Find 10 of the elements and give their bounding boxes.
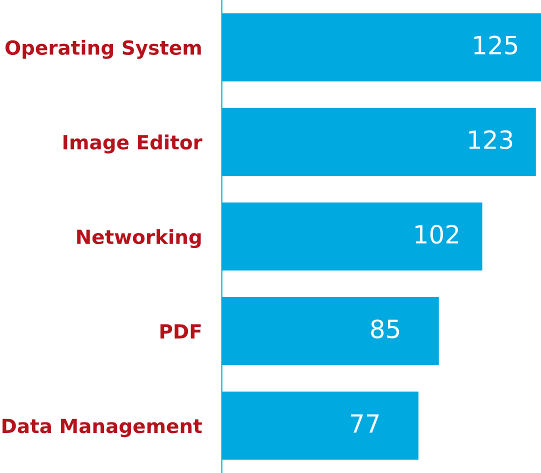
data-label: 85 xyxy=(371,319,400,338)
y-tick-label: Networking xyxy=(77,229,201,248)
data-label: 123 xyxy=(469,130,512,150)
y-tick-label: PDF xyxy=(160,324,201,338)
data-label: 102 xyxy=(416,224,458,244)
y-tick-label: Operating System xyxy=(6,40,201,59)
data-label: 125 xyxy=(474,36,518,55)
y-tick-label: Image Editor xyxy=(64,134,202,154)
y-tick-label: Data Management xyxy=(2,418,202,438)
data-label: 77 xyxy=(351,414,379,433)
